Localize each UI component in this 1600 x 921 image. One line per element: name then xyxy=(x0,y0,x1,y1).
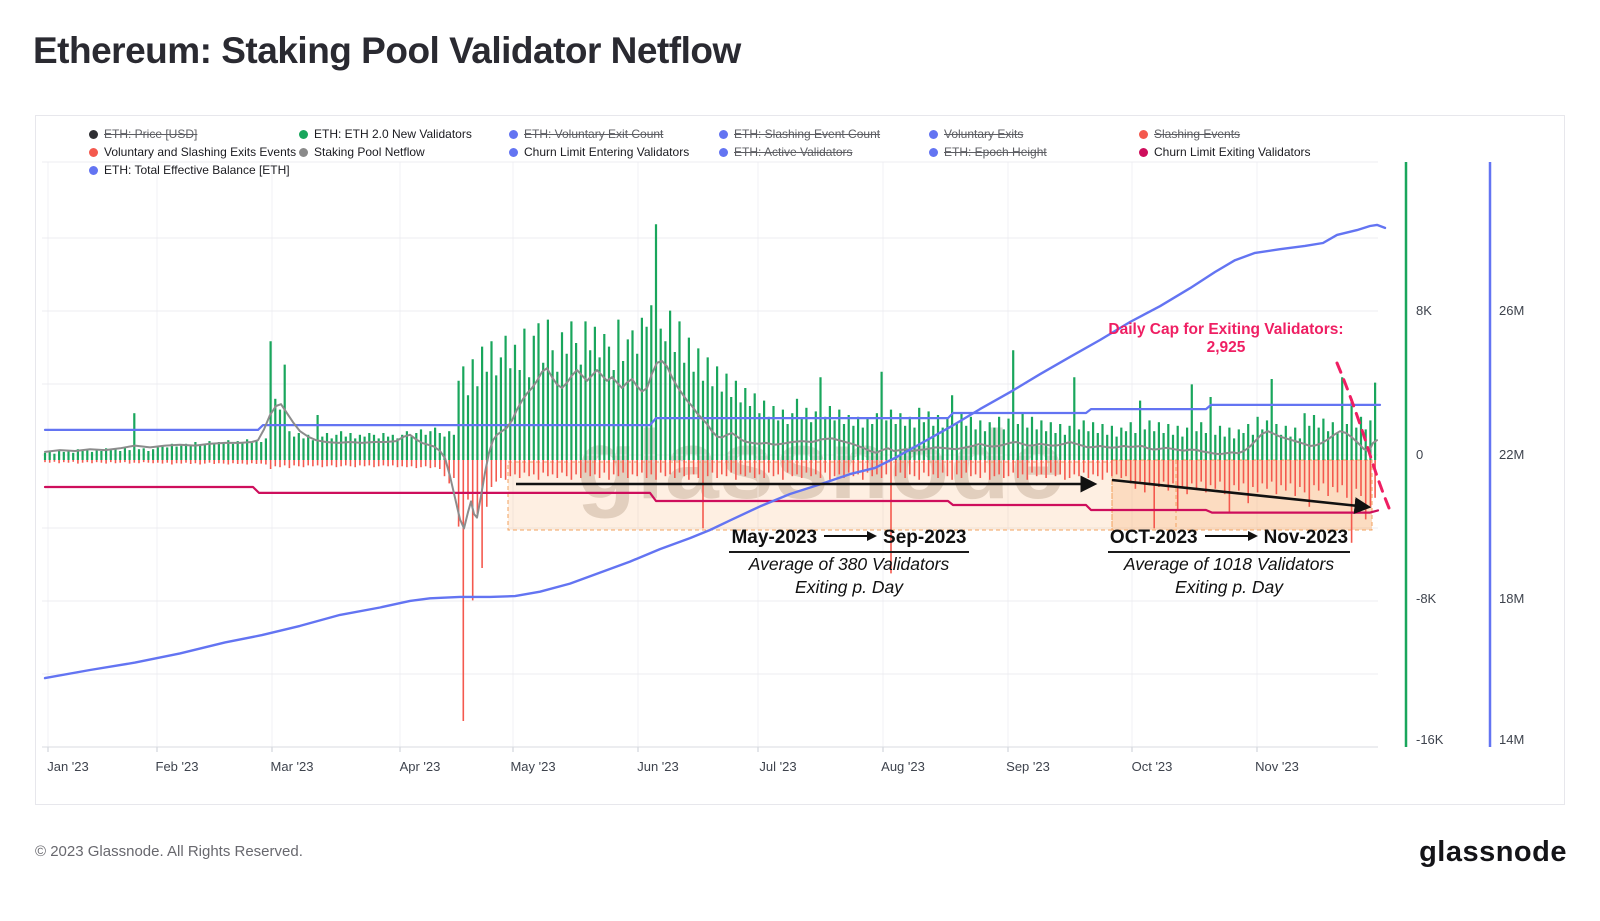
legend-item-0[interactable]: ETH: Price [USD] xyxy=(89,125,299,143)
legend-item-1[interactable]: ETH: ETH 2.0 New Validators xyxy=(299,125,509,143)
legend-item-label: Voluntary Exits xyxy=(944,127,1024,141)
page-title: Ethereum: Staking Pool Validator Netflow xyxy=(33,30,741,71)
right-arrow-icon xyxy=(1204,531,1258,542)
legend-item-label: ETH: Total Effective Balance [ETH] xyxy=(104,163,290,177)
legend-item-label: Churn Limit Entering Validators xyxy=(524,145,690,159)
annotation-daily-cap: Daily Cap for Exiting Validators: 2,925 xyxy=(1066,321,1386,357)
legend-item-10[interactable]: ETH: Epoch Height xyxy=(929,143,1139,161)
legend-dot-icon xyxy=(1139,147,1148,157)
legend-item-9[interactable]: ETH: Active Validators xyxy=(719,143,929,161)
legend-dot-icon xyxy=(89,129,98,139)
legend-item-label: ETH: Active Validators xyxy=(734,145,853,159)
legend-item-label: Churn Limit Exiting Validators xyxy=(1154,145,1311,159)
period-from: OCT-2023 xyxy=(1109,527,1198,548)
legend-item-12[interactable]: ETH: Total Effective Balance [ETH] xyxy=(89,161,299,179)
legend-dot-icon xyxy=(509,147,518,157)
period-avg-line: Average of 1018 Validators xyxy=(1123,554,1335,574)
period-from: May-2023 xyxy=(731,527,818,548)
legend-item-label: Staking Pool Netflow xyxy=(314,145,425,159)
glassnode-logo: glassnode xyxy=(1419,836,1567,868)
legend-dot-icon xyxy=(89,147,98,157)
chart-card: ETH: Price [USD] ETH: ETH 2.0 New Validat… xyxy=(35,115,1565,805)
legend-item-label: Voluntary and Slashing Exits Events xyxy=(104,145,297,159)
period-avg-line2: Exiting p. Day xyxy=(795,577,903,597)
legend-item-5[interactable]: Slashing Events xyxy=(1139,125,1349,143)
legend-item-label: ETH: ETH 2.0 New Validators xyxy=(314,127,472,141)
legend-item-label: ETH: Voluntary Exit Count xyxy=(524,127,664,141)
legend-item-label: Slashing Events xyxy=(1154,127,1241,141)
daily-cap-value: 2,925 xyxy=(1206,339,1246,356)
legend-dot-icon xyxy=(299,129,308,139)
legend-item-3[interactable]: ETH: Slashing Event Count xyxy=(719,125,929,143)
legend-item-label: ETH: Epoch Height xyxy=(944,145,1047,159)
period-to: Sep-2023 xyxy=(883,527,967,548)
chart-legend: ETH: Price [USD] ETH: ETH 2.0 New Validat… xyxy=(89,125,1349,179)
legend-dot-icon xyxy=(299,147,308,157)
legend-dot-icon xyxy=(719,129,728,139)
legend-item-6[interactable]: Voluntary and Slashing Exits Events xyxy=(89,143,299,161)
legend-dot-icon xyxy=(509,129,518,139)
legend-dot-icon xyxy=(89,165,98,175)
legend-item-11[interactable]: Churn Limit Exiting Validators xyxy=(1139,143,1349,161)
daily-cap-label: Daily Cap for Exiting Validators: xyxy=(1108,321,1344,338)
legend-item-label: ETH: Slashing Event Count xyxy=(734,127,881,141)
legend-item-2[interactable]: ETH: Voluntary Exit Count xyxy=(509,125,719,143)
period-to: Nov-2023 xyxy=(1263,527,1349,548)
legend-item-label: ETH: Price [USD] xyxy=(104,127,198,141)
glassnode-watermark: glassnode xyxy=(576,410,1066,519)
legend-dot-icon xyxy=(719,147,728,157)
copyright-text: © 2023 Glassnode. All Rights Reserved. xyxy=(35,843,303,860)
legend-item-7[interactable]: Staking Pool Netflow xyxy=(299,143,509,161)
right-arrow-icon xyxy=(824,531,878,542)
legend-dot-icon xyxy=(929,129,938,139)
annotation-period-may-sep: May-2023 Sep-2023 Average of 380 Validato… xyxy=(704,527,994,599)
period-avg-line: Average of 380 Validators xyxy=(748,554,950,574)
period-title: OCT-2023 Nov-2023 xyxy=(1107,527,1351,553)
annotation-period-oct-nov: OCT-2023 Nov-2023 Average of 1018 Validat… xyxy=(1084,527,1374,599)
legend-item-4[interactable]: Voluntary Exits xyxy=(929,125,1139,143)
period-title: May-2023 Sep-2023 xyxy=(729,527,969,553)
period-avg-line2: Exiting p. Day xyxy=(1175,577,1283,597)
legend-dot-icon xyxy=(929,147,938,157)
legend-item-8[interactable]: Churn Limit Entering Validators xyxy=(509,143,719,161)
legend-dot-icon xyxy=(1139,129,1148,139)
